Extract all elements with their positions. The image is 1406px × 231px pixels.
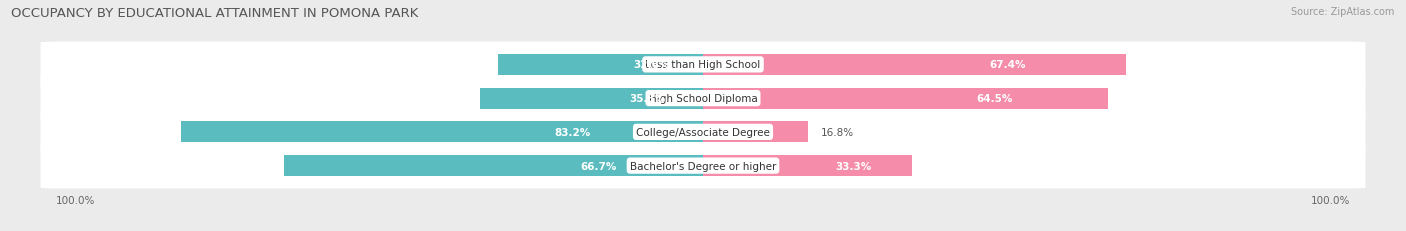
Text: Less than High School: Less than High School	[645, 60, 761, 70]
Bar	[703, 155, 912, 176]
Bar	[498, 55, 703, 76]
Bar	[479, 88, 703, 109]
Text: College/Associate Degree: College/Associate Degree	[636, 127, 770, 137]
Bar	[180, 122, 703, 143]
Text: 32.6%: 32.6%	[634, 60, 669, 70]
FancyBboxPatch shape	[41, 143, 1365, 189]
FancyBboxPatch shape	[41, 109, 1365, 155]
Text: 35.5%: 35.5%	[628, 94, 665, 104]
Text: Bachelor's Degree or higher: Bachelor's Degree or higher	[630, 161, 776, 171]
Text: 83.2%: 83.2%	[554, 127, 591, 137]
Bar	[703, 88, 1108, 109]
Text: Source: ZipAtlas.com: Source: ZipAtlas.com	[1291, 7, 1395, 17]
FancyBboxPatch shape	[41, 76, 1365, 122]
Text: 67.4%: 67.4%	[990, 60, 1026, 70]
Text: 66.7%: 66.7%	[581, 161, 616, 171]
Text: 33.3%: 33.3%	[835, 161, 872, 171]
Bar	[703, 122, 808, 143]
Bar	[703, 55, 1126, 76]
FancyBboxPatch shape	[41, 42, 1365, 88]
Text: High School Diploma: High School Diploma	[648, 94, 758, 104]
Bar	[284, 155, 703, 176]
Text: OCCUPANCY BY EDUCATIONAL ATTAINMENT IN POMONA PARK: OCCUPANCY BY EDUCATIONAL ATTAINMENT IN P…	[11, 7, 419, 20]
Text: 64.5%: 64.5%	[976, 94, 1012, 104]
Text: 16.8%: 16.8%	[821, 127, 855, 137]
